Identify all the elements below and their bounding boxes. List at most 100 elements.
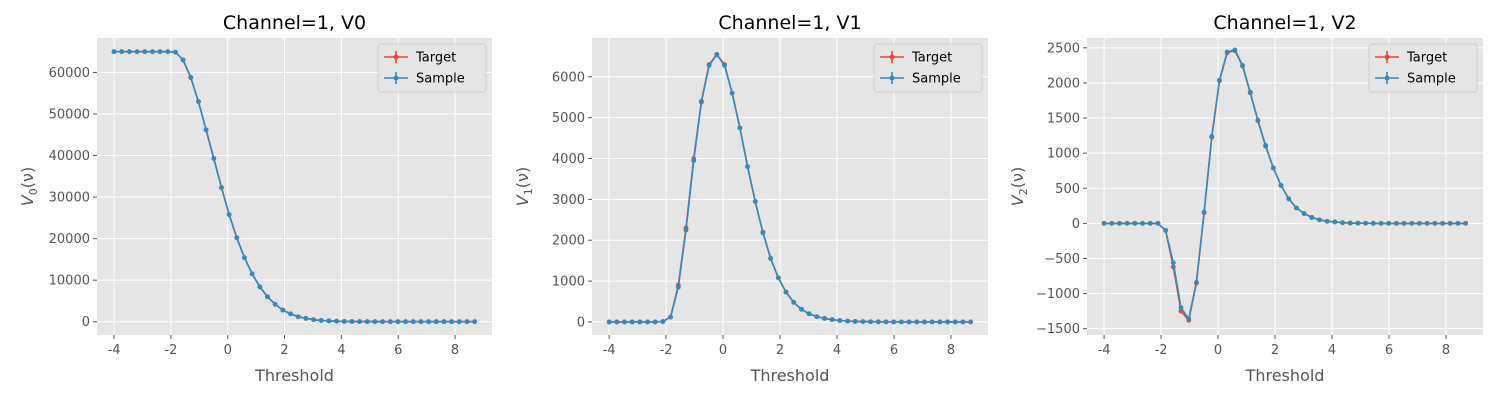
data-point-sample bbox=[257, 284, 263, 290]
data-point-sample bbox=[1347, 220, 1353, 226]
y-tick-label: 40000 bbox=[49, 149, 90, 164]
y-axis-label-argument: (ν) bbox=[1008, 167, 1027, 188]
data-point-sample bbox=[1109, 220, 1115, 226]
y-tick-label: 2000 bbox=[552, 234, 585, 249]
data-point-sample bbox=[1193, 279, 1199, 285]
data-point-sample bbox=[1163, 227, 1169, 233]
chart-panel-0: -4 -2 0 2 4 6 8 0 10000 20000 30000 40000 50000 60000… bbox=[18, 12, 492, 385]
data-point-sample bbox=[211, 156, 217, 161]
x-tick-label: 2 bbox=[1271, 343, 1279, 358]
data-point-sample bbox=[829, 317, 835, 323]
data-point-sample bbox=[387, 319, 393, 325]
data-point-sample bbox=[1370, 220, 1376, 226]
y-tick-label: −1000 bbox=[1036, 287, 1080, 302]
data-point-sample bbox=[1178, 305, 1184, 311]
legend-swatch-marker bbox=[889, 54, 895, 60]
data-point-sample bbox=[364, 319, 370, 325]
data-point-sample bbox=[1463, 220, 1469, 226]
y-tick-label: 1500 bbox=[1047, 112, 1080, 127]
data-point-sample bbox=[1417, 220, 1422, 226]
x-tick-label: 4 bbox=[1328, 343, 1336, 358]
chart-title: Channel=1, V0 bbox=[223, 12, 366, 34]
y-axis-label-symbol: V bbox=[18, 194, 37, 206]
data-point-sample bbox=[326, 318, 332, 324]
y-tick-label: 2500 bbox=[1047, 41, 1080, 56]
y-tick-label: 0 bbox=[577, 315, 585, 330]
data-point-sample bbox=[157, 49, 163, 55]
data-point-sample bbox=[698, 99, 704, 105]
data-point-sample bbox=[1363, 220, 1369, 226]
x-axis-label: Threshold bbox=[750, 366, 830, 385]
y-tick-label: 4000 bbox=[552, 152, 585, 167]
y-tick-label: −1500 bbox=[1036, 322, 1080, 337]
legend-swatch-marker bbox=[889, 75, 895, 81]
series-sample bbox=[111, 49, 478, 325]
data-point-sample bbox=[1155, 220, 1161, 226]
data-point-sample bbox=[891, 319, 897, 325]
y-axis-label-subscript: 1 bbox=[522, 188, 535, 195]
data-point-sample bbox=[922, 319, 927, 325]
data-point-sample bbox=[960, 319, 966, 325]
data-point-sample bbox=[418, 319, 424, 325]
data-point-sample bbox=[410, 319, 416, 325]
series-sample bbox=[606, 52, 974, 325]
data-point-sample bbox=[1170, 260, 1176, 266]
data-point-sample bbox=[852, 319, 858, 324]
legend: Target Sample bbox=[873, 43, 983, 93]
series-sample bbox=[1101, 47, 1469, 322]
y-tick-label: 0 bbox=[1072, 217, 1080, 232]
data-point-sample bbox=[1393, 220, 1399, 226]
data-point-sample bbox=[1217, 77, 1222, 83]
data-point-sample bbox=[737, 125, 743, 131]
data-point-sample bbox=[1355, 220, 1361, 226]
data-point-sample bbox=[441, 319, 447, 325]
data-point-sample bbox=[456, 319, 462, 325]
data-point-sample bbox=[226, 212, 232, 217]
data-point-sample bbox=[280, 307, 286, 313]
data-point-sample bbox=[1147, 220, 1153, 226]
data-point-sample bbox=[745, 164, 750, 170]
data-point-sample bbox=[188, 75, 194, 80]
data-point-sample bbox=[334, 318, 339, 324]
data-point-sample bbox=[1293, 205, 1299, 211]
data-point-sample bbox=[906, 319, 912, 325]
data-point-sample bbox=[134, 49, 140, 55]
data-point-sample bbox=[1186, 316, 1192, 322]
x-tick-label: -2 bbox=[1155, 343, 1168, 358]
data-point-sample bbox=[173, 49, 178, 55]
data-point-sample bbox=[898, 319, 904, 325]
data-point-sample bbox=[372, 319, 378, 325]
y-tick-label: 1000 bbox=[1047, 147, 1080, 162]
data-point-sample bbox=[768, 255, 774, 261]
data-point-sample bbox=[303, 315, 309, 321]
data-point-sample bbox=[249, 271, 255, 277]
data-point-sample bbox=[203, 127, 209, 133]
data-point-sample bbox=[349, 319, 355, 324]
x-tick-label: 4 bbox=[337, 343, 345, 358]
y-axis-label: V0(ν) bbox=[18, 167, 40, 206]
x-tick-label: -2 bbox=[660, 343, 673, 358]
data-point-sample bbox=[1101, 220, 1107, 226]
y-tick-label: 5000 bbox=[552, 111, 585, 126]
y-axis-label-subscript: 0 bbox=[27, 188, 40, 195]
data-point-sample bbox=[1447, 220, 1453, 226]
data-point-sample bbox=[914, 319, 920, 325]
data-point-sample bbox=[1201, 209, 1207, 215]
data-point-sample bbox=[341, 318, 347, 324]
data-point-sample bbox=[783, 289, 789, 295]
data-point-sample bbox=[606, 319, 612, 325]
data-point-sample bbox=[1386, 220, 1392, 226]
data-point-sample bbox=[1340, 220, 1345, 226]
chart-panel-2: -4 -2 0 2 4 6 8 −1500 −1000 −500 0 500 1000 1500 2000 2… bbox=[1008, 12, 1483, 385]
data-point-sample bbox=[242, 255, 247, 261]
data-point-sample bbox=[714, 52, 720, 58]
legend-swatch-marker bbox=[1384, 75, 1390, 81]
x-tick-label: 8 bbox=[1442, 343, 1450, 358]
data-point-sample bbox=[637, 319, 643, 325]
y-tick-label: 20000 bbox=[49, 232, 90, 247]
y-tick-label: 30000 bbox=[49, 191, 90, 206]
data-point-sample bbox=[1240, 62, 1245, 68]
legend-swatch-marker bbox=[1384, 54, 1390, 60]
data-point-sample bbox=[219, 185, 224, 190]
